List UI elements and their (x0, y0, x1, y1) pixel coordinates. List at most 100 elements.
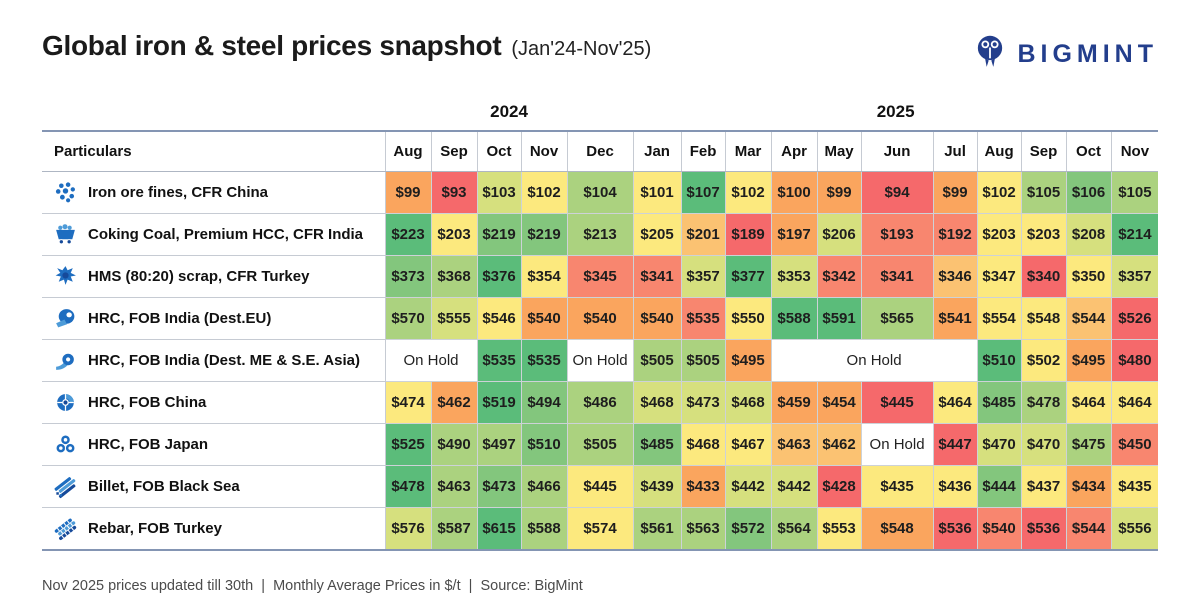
price-cell: $486 (566, 381, 634, 424)
commodity-label: Billet, FOB Black Sea (88, 478, 240, 495)
price-cell: $94 (860, 171, 934, 214)
price-cell: $494 (520, 381, 568, 424)
commodity-cell: Billet, FOB Black Sea (42, 465, 386, 508)
price-cell: $201 (680, 213, 726, 256)
price-cell: $376 (476, 255, 522, 298)
footnote: Nov 2025 prices updated till 30th | Mont… (42, 578, 583, 594)
month-header-jul-11: Jul (932, 130, 978, 172)
billet-bars-icon (52, 474, 78, 500)
price-cell: $468 (632, 381, 682, 424)
price-cell: $615 (476, 507, 522, 551)
price-cell: $467 (724, 423, 772, 466)
on-hold-cell: On Hold (566, 339, 634, 382)
price-cell: $480 (1110, 339, 1159, 382)
price-cell: $435 (860, 465, 934, 508)
commodity-row: HRC, FOB India (Dest.EU) $570 $555 $546 $540… (42, 297, 1159, 340)
price-cell: $587 (430, 507, 478, 551)
price-cell: $223 (384, 213, 432, 256)
price-cell: $99 (384, 171, 432, 214)
price-cell: $101 (632, 171, 682, 214)
commodity-row: HRC, FOB China $474 $462 $519 $494 $486 $468 $4… (42, 381, 1159, 424)
commodity-cell: Iron ore fines, CFR China (42, 171, 386, 214)
price-cell: $350 (1065, 255, 1112, 298)
month-header-nov-3: Nov (520, 130, 568, 172)
month-header-apr-8: Apr (770, 130, 818, 172)
price-cell: $505 (680, 339, 726, 382)
price-cell: $454 (816, 381, 862, 424)
commodity-cell: HRC, FOB India (Dest.EU) (42, 297, 386, 340)
on-hold-cell: On Hold (860, 423, 934, 466)
price-cell: $357 (1110, 255, 1159, 298)
price-cell: $473 (680, 381, 726, 424)
price-cell: $535 (476, 339, 522, 382)
particulars-header: Particulars (42, 130, 386, 172)
price-cell: $535 (520, 339, 568, 382)
price-cell: $475 (1065, 423, 1112, 466)
page-title: Global iron & steel prices snapshot (42, 30, 502, 61)
price-cell: $548 (1020, 297, 1067, 340)
price-cell: $478 (1020, 381, 1067, 424)
price-cell: $445 (860, 381, 934, 424)
price-cell: $463 (430, 465, 478, 508)
commodity-cell: HRC, FOB China (42, 381, 386, 424)
month-header-row: Particulars Aug Sep Oct Nov Dec Jan Feb Mar Apr M… (42, 130, 1159, 172)
price-cell: $474 (384, 381, 432, 424)
price-cell: $561 (632, 507, 682, 551)
price-cell: $555 (430, 297, 478, 340)
price-cell: $468 (724, 381, 772, 424)
price-cell: $106 (1065, 171, 1112, 214)
price-cell: $541 (932, 297, 978, 340)
commodity-row: HRC, FOB Japan $525 $490 $497 $510 $505 $485 $4… (42, 423, 1159, 466)
price-cell: $497 (476, 423, 522, 466)
price-cell: $105 (1110, 171, 1159, 214)
commodity-label: HMS (80:20) scrap, CFR Turkey (88, 268, 310, 285)
price-cell: $342 (816, 255, 862, 298)
price-cell: $104 (566, 171, 634, 214)
price-cell: $468 (680, 423, 726, 466)
price-cell: $459 (770, 381, 818, 424)
commodity-label: Iron ore fines, CFR China (88, 184, 269, 201)
price-cell: $510 (976, 339, 1022, 382)
year-spacer (42, 94, 385, 131)
price-cell: $214 (1110, 213, 1159, 256)
price-cell: $99 (816, 171, 862, 214)
price-cell: $219 (520, 213, 568, 256)
price-cell: $588 (520, 507, 568, 551)
price-cell: $213 (566, 213, 634, 256)
price-cell: $470 (1020, 423, 1067, 466)
commodity-label: HRC, FOB India (Dest. ME & S.E. Asia) (88, 352, 360, 369)
price-cell: $206 (816, 213, 862, 256)
commodity-cell: HRC, FOB India (Dest. ME & S.E. Asia) (42, 339, 386, 382)
price-cell: $544 (1065, 507, 1112, 551)
month-header-mar-7: Mar (724, 130, 772, 172)
commodity-label: HRC, FOB India (Dest.EU) (88, 310, 272, 327)
price-cell: $373 (384, 255, 432, 298)
price-cell: $525 (384, 423, 432, 466)
price-cell: $345 (566, 255, 634, 298)
commodity-row: Coking Coal, Premium HCC, CFR India $223 $… (42, 213, 1159, 256)
price-cell: $102 (724, 171, 772, 214)
price-cell: $540 (632, 297, 682, 340)
price-cell: $540 (566, 297, 634, 340)
price-cell: $357 (680, 255, 726, 298)
bigmint-logo-icon (972, 32, 1008, 77)
price-cell: $550 (724, 297, 772, 340)
year-header-row: 2024 2025 (42, 94, 1159, 131)
price-cell: $564 (770, 507, 818, 551)
price-cell: $536 (1020, 507, 1067, 551)
year-header-2024: 2024 (385, 94, 634, 131)
price-cell: $208 (1065, 213, 1112, 256)
price-cell: $462 (430, 381, 478, 424)
month-header-dec-4: Dec (566, 130, 634, 172)
price-cell: $102 (976, 171, 1022, 214)
price-cell: $588 (770, 297, 818, 340)
commodity-row: Rebar, FOB Turkey $576 $587 $615 $588 $574 $56… (42, 507, 1159, 551)
price-cell: $485 (976, 381, 1022, 424)
price-cell: $540 (520, 297, 568, 340)
month-header-sep-1: Sep (430, 130, 478, 172)
header: Global iron & steel prices snapshot (Jan… (42, 30, 1158, 86)
month-header-oct-2: Oct (476, 130, 522, 172)
brand-logo: BIGMINT (972, 32, 1158, 77)
price-cell: $548 (860, 507, 934, 551)
price-cell: $554 (976, 297, 1022, 340)
